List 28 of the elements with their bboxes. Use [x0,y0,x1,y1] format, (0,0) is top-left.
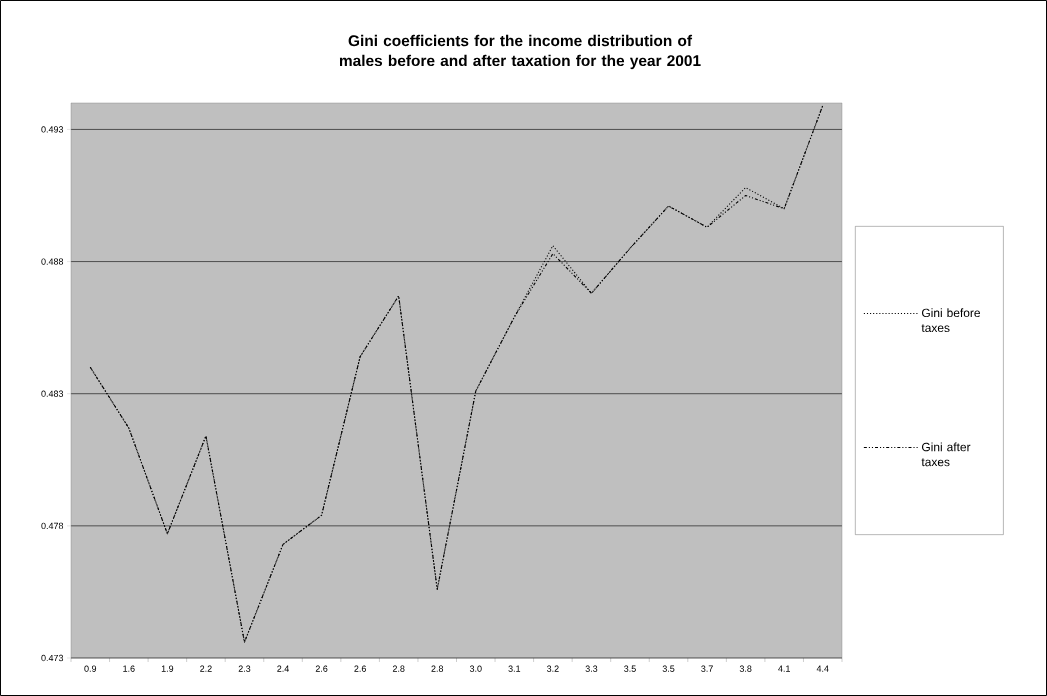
x-tick-label: 3.5 [662,665,675,672]
y-tick-label: 0.483 [41,390,64,397]
x-tick-label: 2.6 [315,665,328,672]
x-tick-label: 4.4 [816,665,829,672]
legend-label: Gini after taxes [921,442,971,467]
x-tick-label: 4.1 [778,665,790,672]
x-tick-label: 2.4 [277,665,289,672]
y-tick-label: 0.473 [41,654,64,662]
chart-title: Gini coefficients for the income distribution of males before and after taxation for the year 2001 [339,34,701,70]
x-tick-label: 3.8 [739,665,752,672]
x-tick-label: 2.2 [200,665,212,672]
x-tick-label: 2.8 [392,665,405,672]
x-tick-label: 2.8 [431,665,444,672]
y-tick-label: 0.493 [41,126,64,133]
x-tick-label: 1.6 [123,665,135,672]
x-tick-label: 3.3 [585,665,598,672]
y-tick-label: 0.478 [41,522,64,530]
x-tick-label: 2.3 [238,665,251,672]
x-tick-label: 0.9 [84,665,97,672]
y-tick-label: 0.488 [41,258,64,265]
legend-label: Gini before taxes [921,308,980,333]
x-tick-label: 2.6 [354,665,366,672]
x-tick-label: 3.0 [469,665,482,672]
x-tick-label: 3.7 [701,665,713,672]
x-tick-label: 1.9 [161,665,174,672]
x-tick-label: 3.2 [546,665,559,672]
x-tick-label: 3.5 [624,665,636,672]
x-tick-label: 3.1 [508,665,521,672]
